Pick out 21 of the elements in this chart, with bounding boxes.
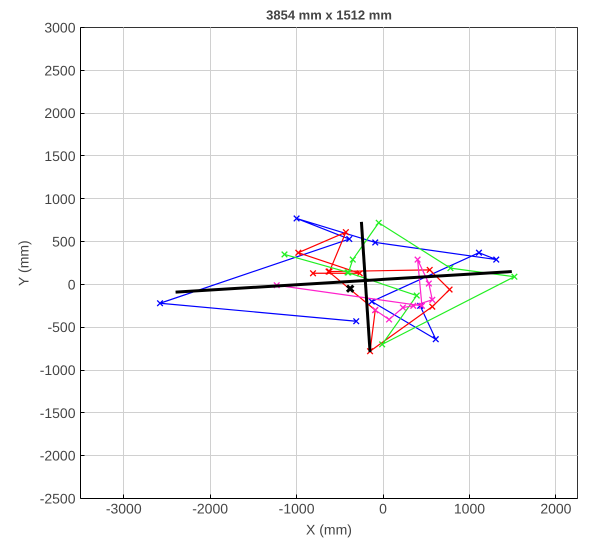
y-tick-label: 3000 [44,20,76,36]
y-tick-label: -1000 [40,362,76,378]
y-tick-label: 2000 [44,105,76,122]
x-axis-title: X (mm) [306,522,352,538]
x-tick-label: 1000 [454,500,486,516]
y-tick-label: 2500 [44,62,76,78]
x-tick-label: 0 [379,500,388,516]
y-tick-label: -500 [47,319,76,336]
x-tick-label: -3000 [106,500,142,516]
y-axis-title: Y (mm) [16,240,32,286]
y-tick-label: -2500 [40,490,76,506]
y-tick-label: 500 [52,234,76,250]
x-tick-label: -1000 [278,500,315,516]
x-tick-label: 2000 [540,500,572,516]
y-tick-label: -1500 [40,404,76,421]
y-tick-label: -2000 [40,448,76,464]
y-tick-label: 0 [68,276,76,292]
y-tick-label: 1500 [44,148,76,164]
y-tick-label: 1000 [44,190,76,207]
x-tick-label: -2000 [192,500,228,516]
chart-title: 3854 mm x 1512 mm [266,8,392,22]
